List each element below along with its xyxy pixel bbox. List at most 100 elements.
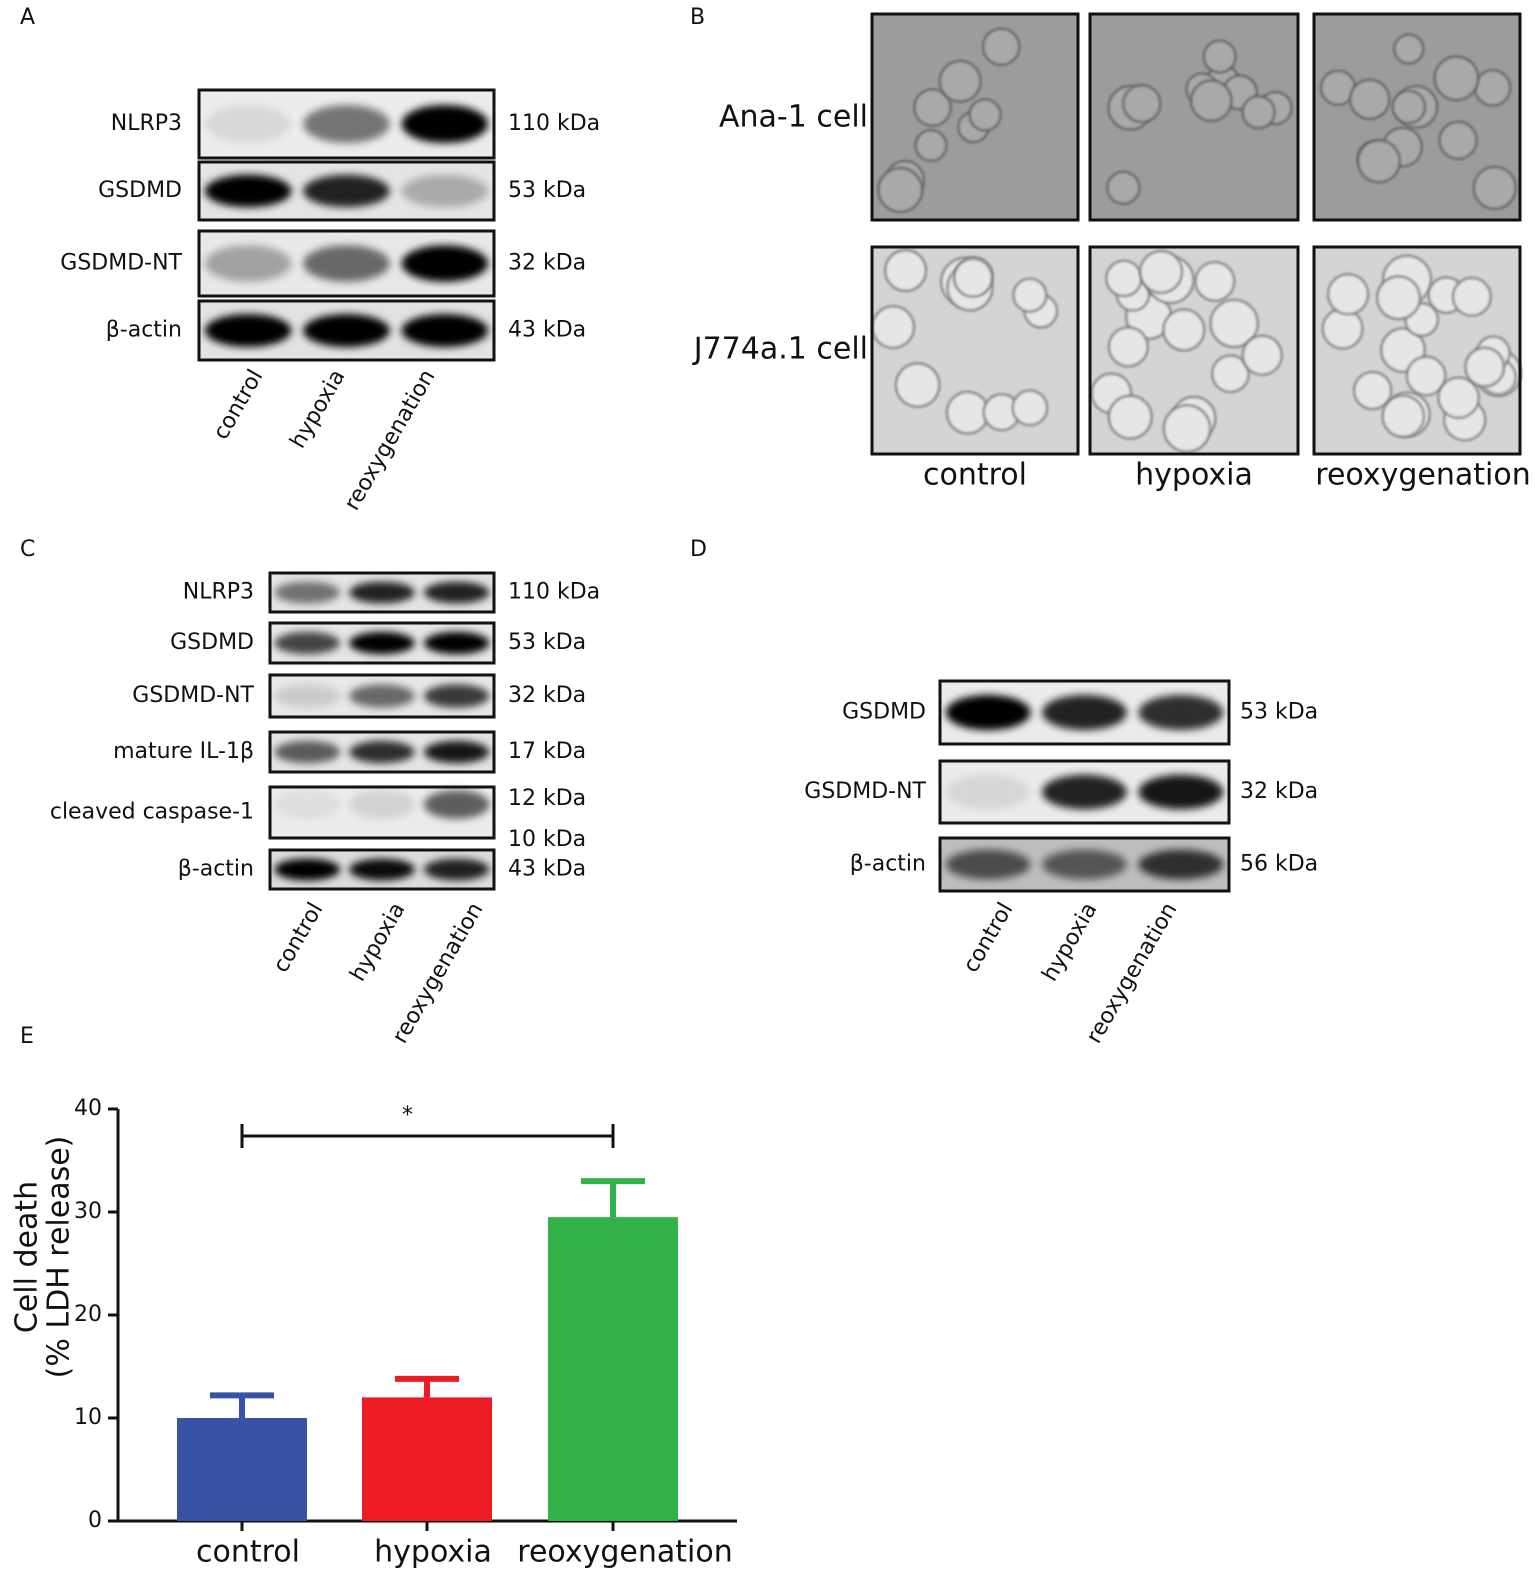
band — [274, 684, 341, 708]
band-size: 53 kDa — [1240, 700, 1318, 725]
band-size: 10 kDa — [508, 827, 586, 852]
cell — [1349, 78, 1391, 120]
cell — [953, 257, 993, 298]
band — [274, 740, 341, 764]
y-axis-label: (% LDH release) — [42, 1136, 77, 1379]
band — [423, 631, 490, 655]
band — [204, 313, 292, 348]
cell — [1209, 298, 1259, 348]
cell — [914, 129, 948, 162]
cell — [1105, 259, 1143, 297]
band — [204, 245, 292, 282]
cell — [1194, 261, 1236, 302]
band — [303, 174, 390, 208]
panel-label: C — [20, 537, 35, 562]
blot-strip — [938, 759, 1231, 825]
band-size: 43 kDa — [508, 857, 586, 882]
blot-frame — [197, 299, 496, 362]
band-name: cleaved caspase-1 — [50, 800, 254, 825]
row-label: J774a.1 cell — [692, 332, 868, 367]
y-tick-label: 30 — [74, 1199, 102, 1224]
band — [423, 790, 490, 819]
cell — [1241, 334, 1283, 376]
band-name: mature IL-1β — [113, 739, 254, 764]
lane-label: control — [209, 366, 269, 445]
micrograph-frame — [1088, 245, 1300, 456]
panel-label: B — [690, 5, 705, 30]
blot-frame — [938, 759, 1231, 825]
cell — [946, 390, 990, 435]
band — [349, 631, 415, 655]
band-name: GSDMD — [170, 630, 254, 655]
panel-label: E — [20, 1024, 34, 1049]
band — [274, 581, 341, 604]
cell — [1376, 275, 1421, 320]
cell — [1162, 404, 1212, 453]
band — [401, 245, 489, 282]
blot-strip — [268, 621, 496, 665]
blot-frame — [938, 679, 1231, 746]
band-name: GSDMD-NT — [132, 683, 254, 708]
band-size: 110 kDa — [508, 580, 600, 605]
band-name: NLRP3 — [111, 111, 182, 136]
band — [423, 581, 490, 604]
band — [303, 245, 390, 282]
band — [423, 858, 490, 881]
band — [349, 684, 415, 708]
significance-label: * — [402, 1103, 413, 1128]
cell — [1190, 79, 1233, 122]
micrograph-frame — [870, 12, 1080, 222]
row-label: Ana-1 cell — [719, 100, 868, 135]
cell — [1391, 89, 1426, 125]
column-label: reoxygenation — [1315, 458, 1530, 493]
cell — [1474, 69, 1512, 107]
band — [349, 790, 415, 819]
cell — [871, 305, 915, 349]
band — [423, 740, 490, 764]
blot-strip — [938, 679, 1231, 746]
lane-label: reoxygenation — [340, 366, 441, 515]
band — [945, 774, 1031, 810]
blot-frame — [268, 730, 496, 774]
band-size: 53 kDa — [508, 630, 586, 655]
lane-label: reoxygenation — [1082, 899, 1183, 1048]
y-axis-label: Cell death — [10, 1181, 45, 1333]
panel-label: D — [690, 537, 707, 562]
band-size: 32 kDa — [508, 683, 586, 708]
bar — [362, 1397, 492, 1521]
blot-frame — [938, 836, 1231, 893]
band — [274, 790, 341, 819]
blot-frame — [197, 160, 496, 222]
cell — [968, 98, 1002, 132]
band — [1138, 774, 1224, 810]
cell — [1139, 250, 1183, 294]
blot-frame — [268, 621, 496, 665]
band — [1138, 849, 1224, 880]
cell — [982, 27, 1021, 66]
blot-strip — [268, 848, 496, 891]
micrograph — [1088, 12, 1300, 222]
cell — [1353, 371, 1393, 411]
cell — [1381, 394, 1425, 438]
micrograph — [1088, 245, 1300, 456]
cell — [1211, 354, 1250, 393]
y-tick-label: 20 — [74, 1302, 102, 1327]
band-name: GSDMD — [98, 178, 182, 203]
band — [303, 313, 390, 348]
blot-frame — [268, 673, 496, 719]
x-tick-label: hypoxia — [374, 1535, 492, 1570]
cell — [1202, 39, 1237, 74]
blot-strip — [268, 571, 496, 614]
blot-frame — [268, 848, 496, 891]
cell — [1122, 84, 1162, 123]
band — [349, 740, 415, 764]
x-tick-label: reoxygenation — [517, 1535, 732, 1570]
band — [274, 631, 341, 655]
cell — [877, 167, 924, 213]
cell — [938, 59, 982, 103]
micrograph — [870, 245, 1080, 456]
cell — [1011, 389, 1049, 426]
lane-label: hypoxia — [286, 366, 351, 453]
band — [423, 684, 490, 708]
cell — [1162, 308, 1206, 352]
